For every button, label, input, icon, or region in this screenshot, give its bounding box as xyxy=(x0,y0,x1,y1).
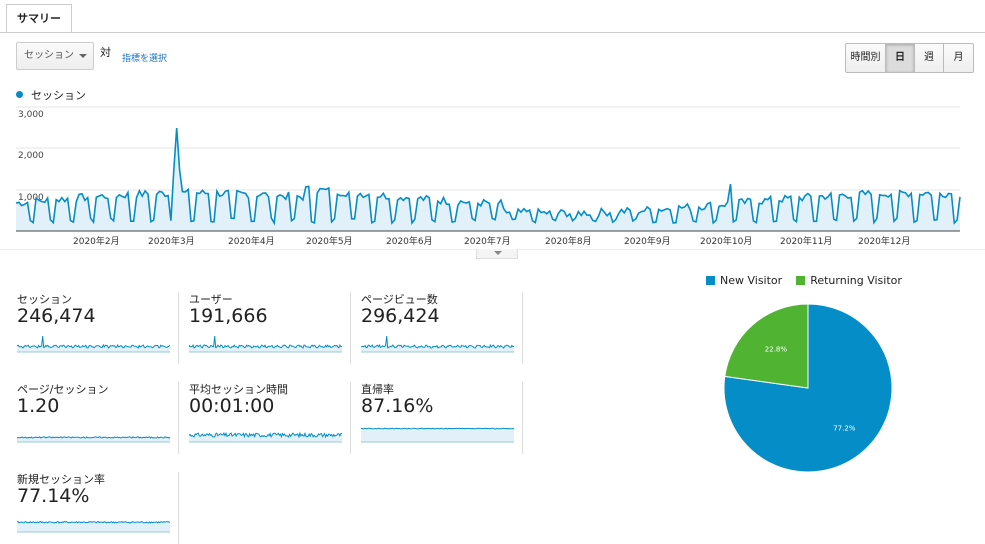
chevron-down-icon xyxy=(79,54,87,58)
legend-item-returning-visitor[interactable]: Returning Visitor xyxy=(796,274,902,287)
series-line xyxy=(15,127,961,226)
y-tick-label: 2,000 xyxy=(18,151,44,161)
x-axis-ticks: 2020年2月 2020年3月 2020年4月 2020年5月 2020年6月 … xyxy=(73,235,910,247)
select-metric-link[interactable]: 指標を選択 xyxy=(122,54,168,64)
sparkline-line xyxy=(189,335,342,349)
metric-value: 1.20 xyxy=(17,395,60,417)
sparkline-line xyxy=(361,335,514,349)
metric-label: ページ/セッション xyxy=(17,383,109,396)
x-tick-label: 2020年7月 xyxy=(464,235,511,247)
y-tick-label: 3,000 xyxy=(18,110,44,120)
x-tick-label: 2020年4月 xyxy=(228,235,275,247)
sparkline-line xyxy=(189,431,342,439)
tile-divider xyxy=(522,382,523,454)
metric-dropdown-label: セッション xyxy=(24,50,74,61)
x-tick-label: 2020年12月 xyxy=(858,235,910,247)
metric-tile-new-session-rate[interactable]: 新規セッション率 77.14% xyxy=(17,471,172,541)
x-tick-label: 2020年3月 xyxy=(148,235,195,247)
legend-label: Returning Visitor xyxy=(810,274,902,287)
legend-swatch xyxy=(706,276,715,285)
metric-tile-bounce-rate[interactable]: 直帰率 87.16% xyxy=(361,381,516,451)
tab-summary[interactable]: サマリー xyxy=(6,4,72,33)
pie-slice-label: 77.2% xyxy=(833,424,856,432)
period-day-button[interactable]: 日 xyxy=(886,44,915,72)
metric-tile-pages-per-session[interactable]: ページ/セッション 1.20 xyxy=(17,381,172,451)
tile-divider xyxy=(178,292,179,364)
x-tick-label: 2020年9月 xyxy=(624,235,671,247)
metric-tile-sessions[interactable]: セッション 246,474 xyxy=(17,291,172,361)
period-week-button[interactable]: 週 xyxy=(915,44,944,72)
legend-item-new-visitor[interactable]: New Visitor xyxy=(706,274,782,287)
metric-tile-avg-session-duration[interactable]: 平均セッション時間 00:01:00 xyxy=(189,381,344,451)
chevron-down-icon xyxy=(494,251,502,255)
sparkline-line xyxy=(17,436,170,439)
tile-divider xyxy=(350,382,351,454)
sessions-line-chart: 3,000 2,000 1,000 2020年2月 2020年3月 2020年4… xyxy=(0,106,985,250)
metric-sparkline xyxy=(189,431,342,443)
sparkline-area xyxy=(17,336,170,352)
sparkline-area xyxy=(189,336,342,352)
metric-label: 新規セッション率 xyxy=(17,473,105,486)
period-month-button[interactable]: 月 xyxy=(944,44,973,72)
tile-divider xyxy=(522,292,523,364)
pie-slice-label: 22.8% xyxy=(765,346,788,354)
metric-sparkline xyxy=(189,335,342,353)
metric-tile-pageviews[interactable]: ページビュー数 296,424 xyxy=(361,291,516,361)
tile-divider xyxy=(350,292,351,364)
metric-value: 296,424 xyxy=(361,305,440,327)
metric-tile-users[interactable]: ユーザー 191,666 xyxy=(189,291,344,361)
sparkline-line xyxy=(17,335,170,349)
legend-swatch xyxy=(796,276,806,285)
series-area xyxy=(16,128,960,231)
sparkline-area xyxy=(361,428,514,442)
pie-slice-returning-visitor[interactable] xyxy=(724,303,809,389)
sparkline-line xyxy=(17,520,170,524)
chart-collapse-handle[interactable] xyxy=(476,249,518,259)
sparkline-line xyxy=(361,427,514,430)
sparkline-area xyxy=(17,521,170,532)
sparkline-area xyxy=(189,433,342,442)
metric-sparkline xyxy=(17,436,170,443)
tile-divider xyxy=(178,382,179,454)
x-tick-label: 2020年2月 xyxy=(73,235,120,247)
tab-divider xyxy=(0,32,985,33)
sparkline-area xyxy=(361,336,514,352)
metric-label: セッション xyxy=(17,293,72,306)
metric-sparkline xyxy=(361,427,514,443)
y-tick-label: 1,000 xyxy=(18,193,44,203)
x-tick-label: 2020年5月 xyxy=(306,235,353,247)
metric-value: 246,474 xyxy=(17,305,96,327)
metric-value: 191,666 xyxy=(189,305,268,327)
tile-divider xyxy=(178,472,179,544)
x-tick-label: 2020年6月 xyxy=(386,235,433,247)
metric-label: ページビュー数 xyxy=(361,293,438,306)
metric-value: 00:01:00 xyxy=(189,395,275,417)
metric-sparkline xyxy=(17,520,170,533)
visitor-type-pie-chart: 77.2% 22.8% xyxy=(723,303,893,473)
chart-gridlines xyxy=(16,106,960,191)
metric-sparkline xyxy=(17,335,170,353)
metric-sparkline xyxy=(361,335,514,353)
x-tick-label: 2020年11月 xyxy=(780,235,832,247)
x-tick-label: 2020年8月 xyxy=(545,235,592,247)
metric-label: 平均セッション時間 xyxy=(189,383,288,396)
legend-label: New Visitor xyxy=(720,274,783,287)
x-tick-label: 2020年10月 xyxy=(700,235,752,247)
metric-value: 87.16% xyxy=(361,395,434,417)
pie-legend: New Visitor Returning Visitor xyxy=(706,274,902,287)
metric-label: ユーザー xyxy=(189,293,233,306)
period-toggle-group: 時間別 日 週 月 xyxy=(845,43,974,73)
metric-value: 77.14% xyxy=(17,485,90,507)
series-color-dot xyxy=(16,91,23,98)
metric-dropdown[interactable]: セッション xyxy=(16,42,94,70)
period-hourly-button[interactable]: 時間別 xyxy=(846,44,886,72)
vs-label: 対 xyxy=(100,46,111,59)
metric-label: 直帰率 xyxy=(361,383,394,396)
series-legend-label: セッション xyxy=(31,89,86,102)
